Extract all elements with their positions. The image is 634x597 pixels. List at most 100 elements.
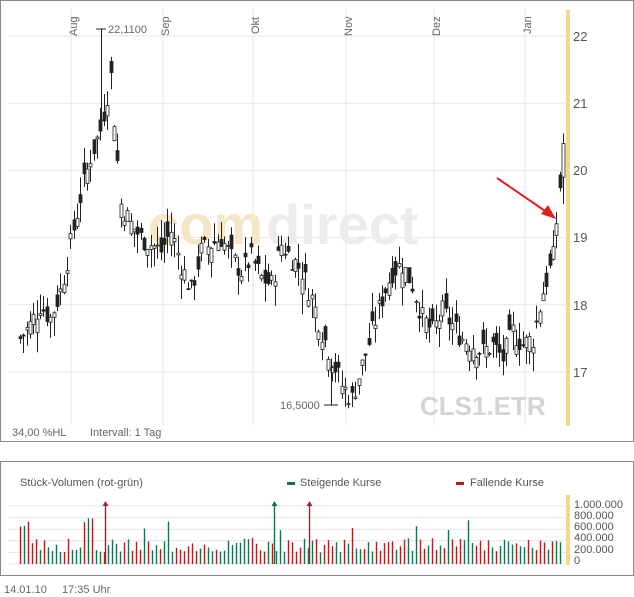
candle-body	[320, 341, 325, 350]
candle-body	[323, 326, 328, 341]
candle-body	[407, 267, 412, 284]
volume-overflow-arrow	[306, 501, 313, 506]
candle-body	[504, 337, 509, 354]
candle-body	[259, 274, 264, 280]
volume-bars	[19, 501, 562, 564]
candle-body	[414, 301, 419, 304]
candle-body	[471, 348, 476, 362]
low-label: 16,5000	[280, 400, 320, 412]
x-tick-sep: Sep	[160, 16, 172, 36]
candle-body	[303, 263, 308, 273]
candle-body	[511, 324, 516, 333]
candle-body	[243, 252, 248, 258]
candle-body	[363, 353, 368, 356]
candle-body	[115, 150, 120, 161]
candle-body	[119, 203, 124, 219]
candle-body	[246, 264, 251, 268]
candle-body	[209, 247, 214, 263]
candle-body	[31, 313, 36, 325]
candle-body	[290, 269, 295, 271]
candle-body	[256, 255, 261, 264]
vol-tick-800000: 800.000	[574, 510, 614, 522]
candle-body	[454, 313, 459, 322]
volume-overflow-arrow	[271, 501, 278, 506]
candle-body	[152, 245, 157, 249]
interval-label: Intervall: 1 Tag	[90, 427, 161, 439]
y-axis-highlight	[566, 10, 570, 426]
candle-body	[306, 300, 311, 307]
candle-body	[75, 218, 80, 227]
candle-body	[72, 219, 77, 231]
candle-body	[105, 105, 110, 117]
candle-body	[169, 231, 174, 246]
candle-body	[447, 317, 452, 325]
candle-body	[35, 318, 40, 334]
candle-body	[527, 336, 532, 353]
candle-body	[253, 260, 258, 264]
candle-body	[548, 253, 553, 266]
candle-body	[333, 361, 338, 373]
candle-body	[189, 279, 194, 282]
candle-body	[132, 228, 137, 233]
candle-body	[494, 332, 499, 345]
candle-body	[142, 237, 147, 251]
candle-body	[162, 237, 167, 245]
candle-body	[346, 403, 351, 406]
candle-body	[68, 233, 73, 240]
candle-body	[501, 349, 506, 362]
candle-body	[206, 246, 211, 255]
candle-body	[310, 294, 315, 300]
candle-body	[85, 168, 90, 184]
volume-axis-highlight	[566, 495, 570, 565]
candle-body	[65, 270, 70, 274]
watermark-direct: direct	[266, 193, 419, 256]
legend-up-label: Steigende Kurse	[300, 477, 381, 489]
y-tick-22: 22	[573, 29, 587, 44]
candle-body	[403, 267, 408, 283]
candle-body	[524, 337, 529, 349]
candle-body	[531, 346, 536, 354]
candle-body	[558, 174, 563, 189]
candle-body	[165, 221, 170, 237]
candle-body	[336, 361, 341, 368]
y-tick-20: 20	[573, 163, 587, 178]
candle-body	[263, 269, 268, 284]
candle-body	[434, 320, 439, 328]
candle-body	[370, 311, 375, 322]
y-tick-19: 19	[573, 230, 587, 245]
candle-body	[464, 343, 469, 352]
candle-body	[276, 246, 281, 251]
candle-body	[273, 281, 278, 287]
vol-tick-400000: 400.000	[574, 532, 614, 544]
candle-body	[226, 245, 231, 247]
vol-tick-1000000: 1.000.000	[574, 499, 623, 511]
candle-body	[326, 359, 331, 371]
candle-body	[139, 227, 144, 233]
candle-body	[340, 385, 345, 395]
candle-body	[534, 320, 539, 323]
price-chart-frame	[0, 0, 634, 442]
candle-body	[196, 256, 201, 270]
candle-body	[561, 143, 566, 178]
candle-body	[216, 241, 221, 251]
candle-body	[182, 269, 187, 281]
high-label: 22,1100	[108, 24, 147, 36]
candle-body	[18, 336, 23, 340]
candle-body	[283, 253, 288, 256]
candle-body	[155, 244, 160, 247]
candle-body	[48, 316, 53, 323]
candle-body	[55, 294, 60, 307]
legend-down-swatch	[456, 482, 464, 485]
candle-body	[186, 288, 191, 291]
candle-body	[477, 352, 482, 355]
legend-up-swatch	[287, 482, 295, 485]
candle-body	[343, 386, 348, 390]
candle-body	[159, 237, 164, 253]
x-tick-aug: Aug	[68, 16, 80, 36]
candle-body	[192, 280, 197, 286]
candle-body	[239, 276, 244, 282]
candle-body	[58, 288, 63, 293]
volume-title: Stück-Volumen (rot-grün)	[20, 477, 143, 489]
candle-body	[88, 163, 93, 168]
